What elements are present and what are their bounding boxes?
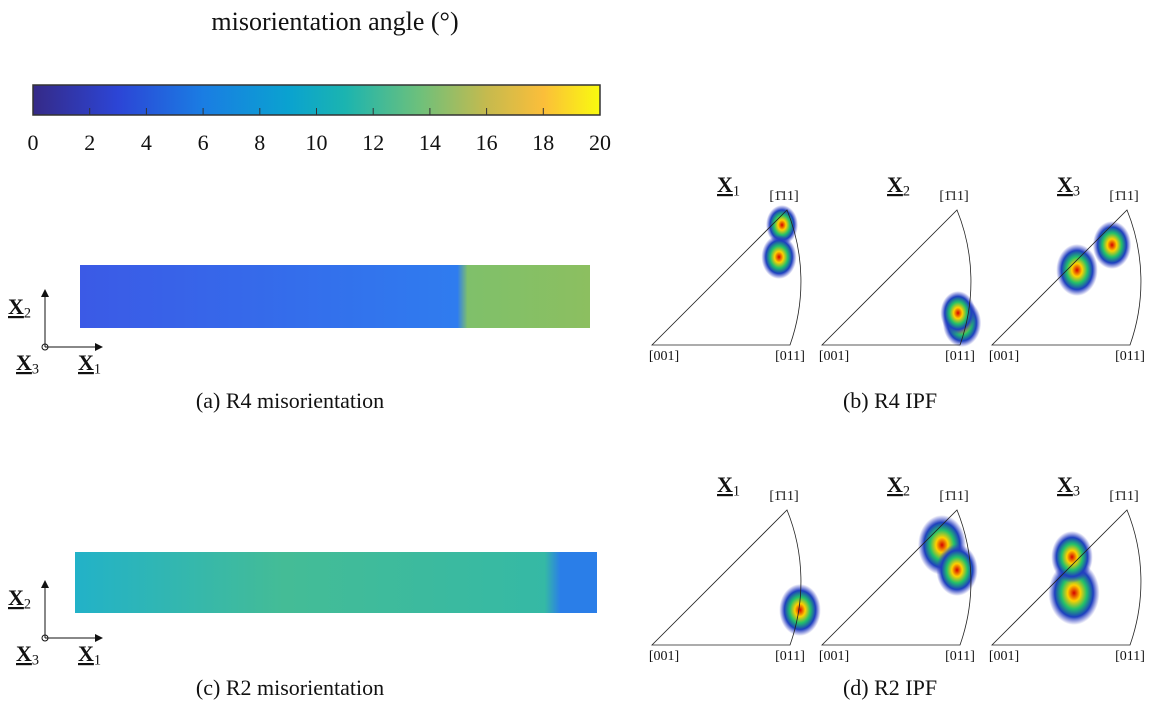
axis-label: X3 <box>16 641 39 669</box>
label-index: 1 <box>733 184 740 200</box>
density-spot <box>779 584 821 636</box>
label-base: X <box>16 350 32 375</box>
colorbar-tick-label: 16 <box>476 130 498 155</box>
colorbar-tick-label: 4 <box>141 130 152 155</box>
axis-label: X3 <box>16 350 39 378</box>
triangle-outline <box>991 209 1142 346</box>
colorbar-tick-label: 20 <box>589 130 611 155</box>
caption: (d) R2 IPF <box>843 675 937 700</box>
axis-label: X2 <box>8 294 31 322</box>
ipf-triangle: [001] [011] [1̄11] <box>989 189 1145 364</box>
colorbar-tick-label: 0 <box>28 130 39 155</box>
corner-label: [001] <box>649 349 679 364</box>
label-base: X <box>78 350 94 375</box>
colorbar-title: misorientation angle (°) <box>211 7 458 36</box>
colorbar-tick-label: 14 <box>419 130 441 155</box>
corner-label: [011] <box>1115 649 1145 664</box>
ipf-triangle: [001] [011] [1̄11] <box>819 189 982 364</box>
label-base: X <box>717 172 733 197</box>
label-base: X <box>8 294 24 319</box>
triangle-outline <box>651 209 802 346</box>
ipf-triangle: [001] [011] [1̄11] <box>819 489 978 664</box>
corner-label: [001] <box>989 349 1019 364</box>
label-base: X <box>8 585 24 610</box>
arrow-head <box>95 634 103 642</box>
colorbar-tick-label: 10 <box>306 130 328 155</box>
pole-label: X3 <box>1057 172 1080 200</box>
corner-label: [1̄11] <box>1109 489 1138 504</box>
pole-label: X1 <box>717 172 740 200</box>
corner-label: [001] <box>989 649 1019 664</box>
label-index: 2 <box>24 306 31 322</box>
corner-label: [1̄11] <box>769 189 798 204</box>
triangle-outline <box>991 509 1142 646</box>
corner-label: [1̄11] <box>1109 189 1138 204</box>
pole-label: X1 <box>717 472 740 500</box>
density-spot <box>1092 221 1132 269</box>
caption: (a) R4 misorientation <box>196 388 384 413</box>
label-index: 2 <box>24 597 31 613</box>
label-base: X <box>1057 172 1073 197</box>
label-index: 1 <box>94 362 101 378</box>
colorbar-tick-label: 6 <box>198 130 209 155</box>
ipf-triangle: [001] [011] [1̄11] <box>989 489 1145 664</box>
density-spot <box>936 544 978 596</box>
colorbar-tick-label: 2 <box>84 130 95 155</box>
label-base: X <box>78 641 94 666</box>
pole-label: X3 <box>1057 472 1080 500</box>
arrow-head <box>41 580 49 588</box>
arrow-head <box>95 343 103 351</box>
label-base: X <box>887 172 903 197</box>
corner-label: [011] <box>945 349 975 364</box>
density-spot <box>940 291 976 335</box>
misorientation-map <box>80 265 590 328</box>
label-index: 3 <box>32 362 39 378</box>
corner-label: [1̄11] <box>939 489 968 504</box>
label-base: X <box>717 472 733 497</box>
pole-label: X2 <box>887 172 910 200</box>
arrow-head <box>41 289 49 297</box>
corner-label: [011] <box>775 649 805 664</box>
label-index: 3 <box>1073 184 1080 200</box>
corner-label: [011] <box>945 649 975 664</box>
axis-label: X2 <box>8 585 31 613</box>
label-index: 2 <box>903 484 910 500</box>
density-spot <box>766 205 798 245</box>
misorientation-map <box>75 552 597 613</box>
pole-label: X2 <box>887 472 910 500</box>
label-index: 3 <box>32 653 39 669</box>
corner-label: [1̄11] <box>769 489 798 504</box>
triangle-outline <box>821 509 972 646</box>
density-spot <box>761 235 797 279</box>
colorbar-tick-label: 8 <box>254 130 265 155</box>
density-spot <box>1056 244 1098 296</box>
label-base: X <box>1057 472 1073 497</box>
label-index: 3 <box>1073 484 1080 500</box>
ipf-triangle: [001] [011] [1̄11] <box>649 489 821 664</box>
label-index: 2 <box>903 184 910 200</box>
density-spot <box>1051 531 1093 583</box>
colorbar-tick-label: 12 <box>362 130 384 155</box>
corner-label: [011] <box>775 349 805 364</box>
label-base: X <box>16 641 32 666</box>
label-index: 1 <box>94 653 101 669</box>
label-base: X <box>887 472 903 497</box>
corner-label: [001] <box>649 649 679 664</box>
caption: (b) R4 IPF <box>843 388 937 413</box>
corner-label: [001] <box>819 649 849 664</box>
corner-label: [001] <box>819 349 849 364</box>
colorbar-tick-label: 18 <box>532 130 554 155</box>
axis-label: X1 <box>78 641 101 669</box>
triangle-outline <box>821 209 972 346</box>
label-index: 1 <box>733 484 740 500</box>
triangle-outline <box>651 509 802 646</box>
corner-label: [011] <box>1115 349 1145 364</box>
corner-label: [1̄11] <box>939 189 968 204</box>
axis-label: X1 <box>78 350 101 378</box>
caption: (c) R2 misorientation <box>196 675 384 700</box>
ipf-triangle: [001] [011] [1̄11] <box>649 189 805 364</box>
